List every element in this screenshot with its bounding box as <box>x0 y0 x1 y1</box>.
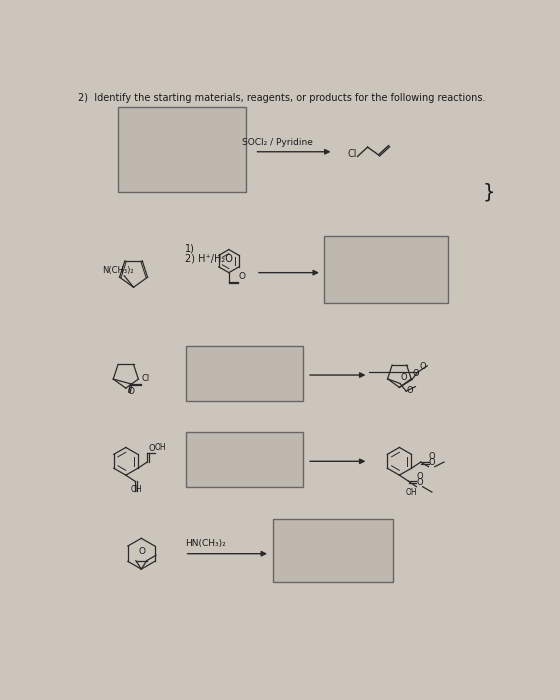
Text: O: O <box>127 386 134 395</box>
Text: }: } <box>482 182 495 202</box>
Text: N(CH₃)₂: N(CH₃)₂ <box>102 267 134 275</box>
Text: Cl: Cl <box>141 374 150 383</box>
Text: SOCl₂ / Pyridine: SOCl₂ / Pyridine <box>242 138 313 147</box>
Bar <box>324 236 448 304</box>
Text: O: O <box>401 372 407 382</box>
Bar <box>273 519 393 582</box>
Bar <box>186 432 302 487</box>
Text: OH: OH <box>405 488 417 497</box>
Text: O: O <box>149 444 155 452</box>
Text: O: O <box>417 472 423 481</box>
Text: 2)  Identify the starting materials, reagents, or products for the following rea: 2) Identify the starting materials, reag… <box>78 93 486 103</box>
Bar <box>118 107 246 192</box>
Text: Cl: Cl <box>347 149 357 159</box>
Text: O: O <box>428 458 435 467</box>
Bar <box>186 346 302 401</box>
Text: O: O <box>407 386 414 395</box>
Text: OH: OH <box>155 443 166 452</box>
Text: O: O <box>417 478 423 487</box>
Text: HN(CH₃)₂: HN(CH₃)₂ <box>185 539 226 548</box>
Text: O: O <box>428 452 435 461</box>
Text: O: O <box>413 369 419 378</box>
Text: O: O <box>139 547 146 556</box>
Text: 2) H⁺/H₂O: 2) H⁺/H₂O <box>185 254 232 264</box>
Text: OH: OH <box>130 485 142 494</box>
Text: 1): 1) <box>185 243 194 253</box>
Text: O: O <box>238 272 245 281</box>
Text: O: O <box>419 362 426 371</box>
